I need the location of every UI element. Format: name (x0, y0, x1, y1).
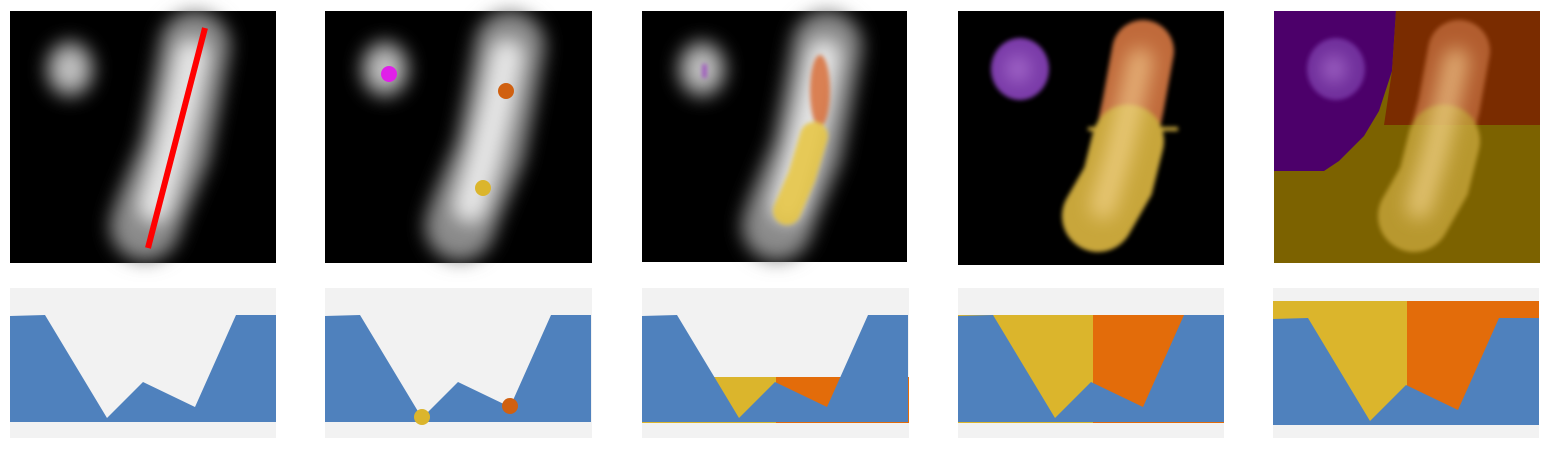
panel-4 (958, 11, 1224, 265)
panel-2 (325, 11, 592, 263)
profile-1 (10, 288, 276, 438)
profile-3 (642, 288, 909, 438)
panel-5 (1274, 11, 1540, 263)
panel-1 (10, 11, 276, 263)
panel-3 (642, 11, 907, 262)
profile-5 (1273, 288, 1539, 438)
profile-4 (958, 288, 1224, 438)
profile-2 (325, 288, 592, 438)
